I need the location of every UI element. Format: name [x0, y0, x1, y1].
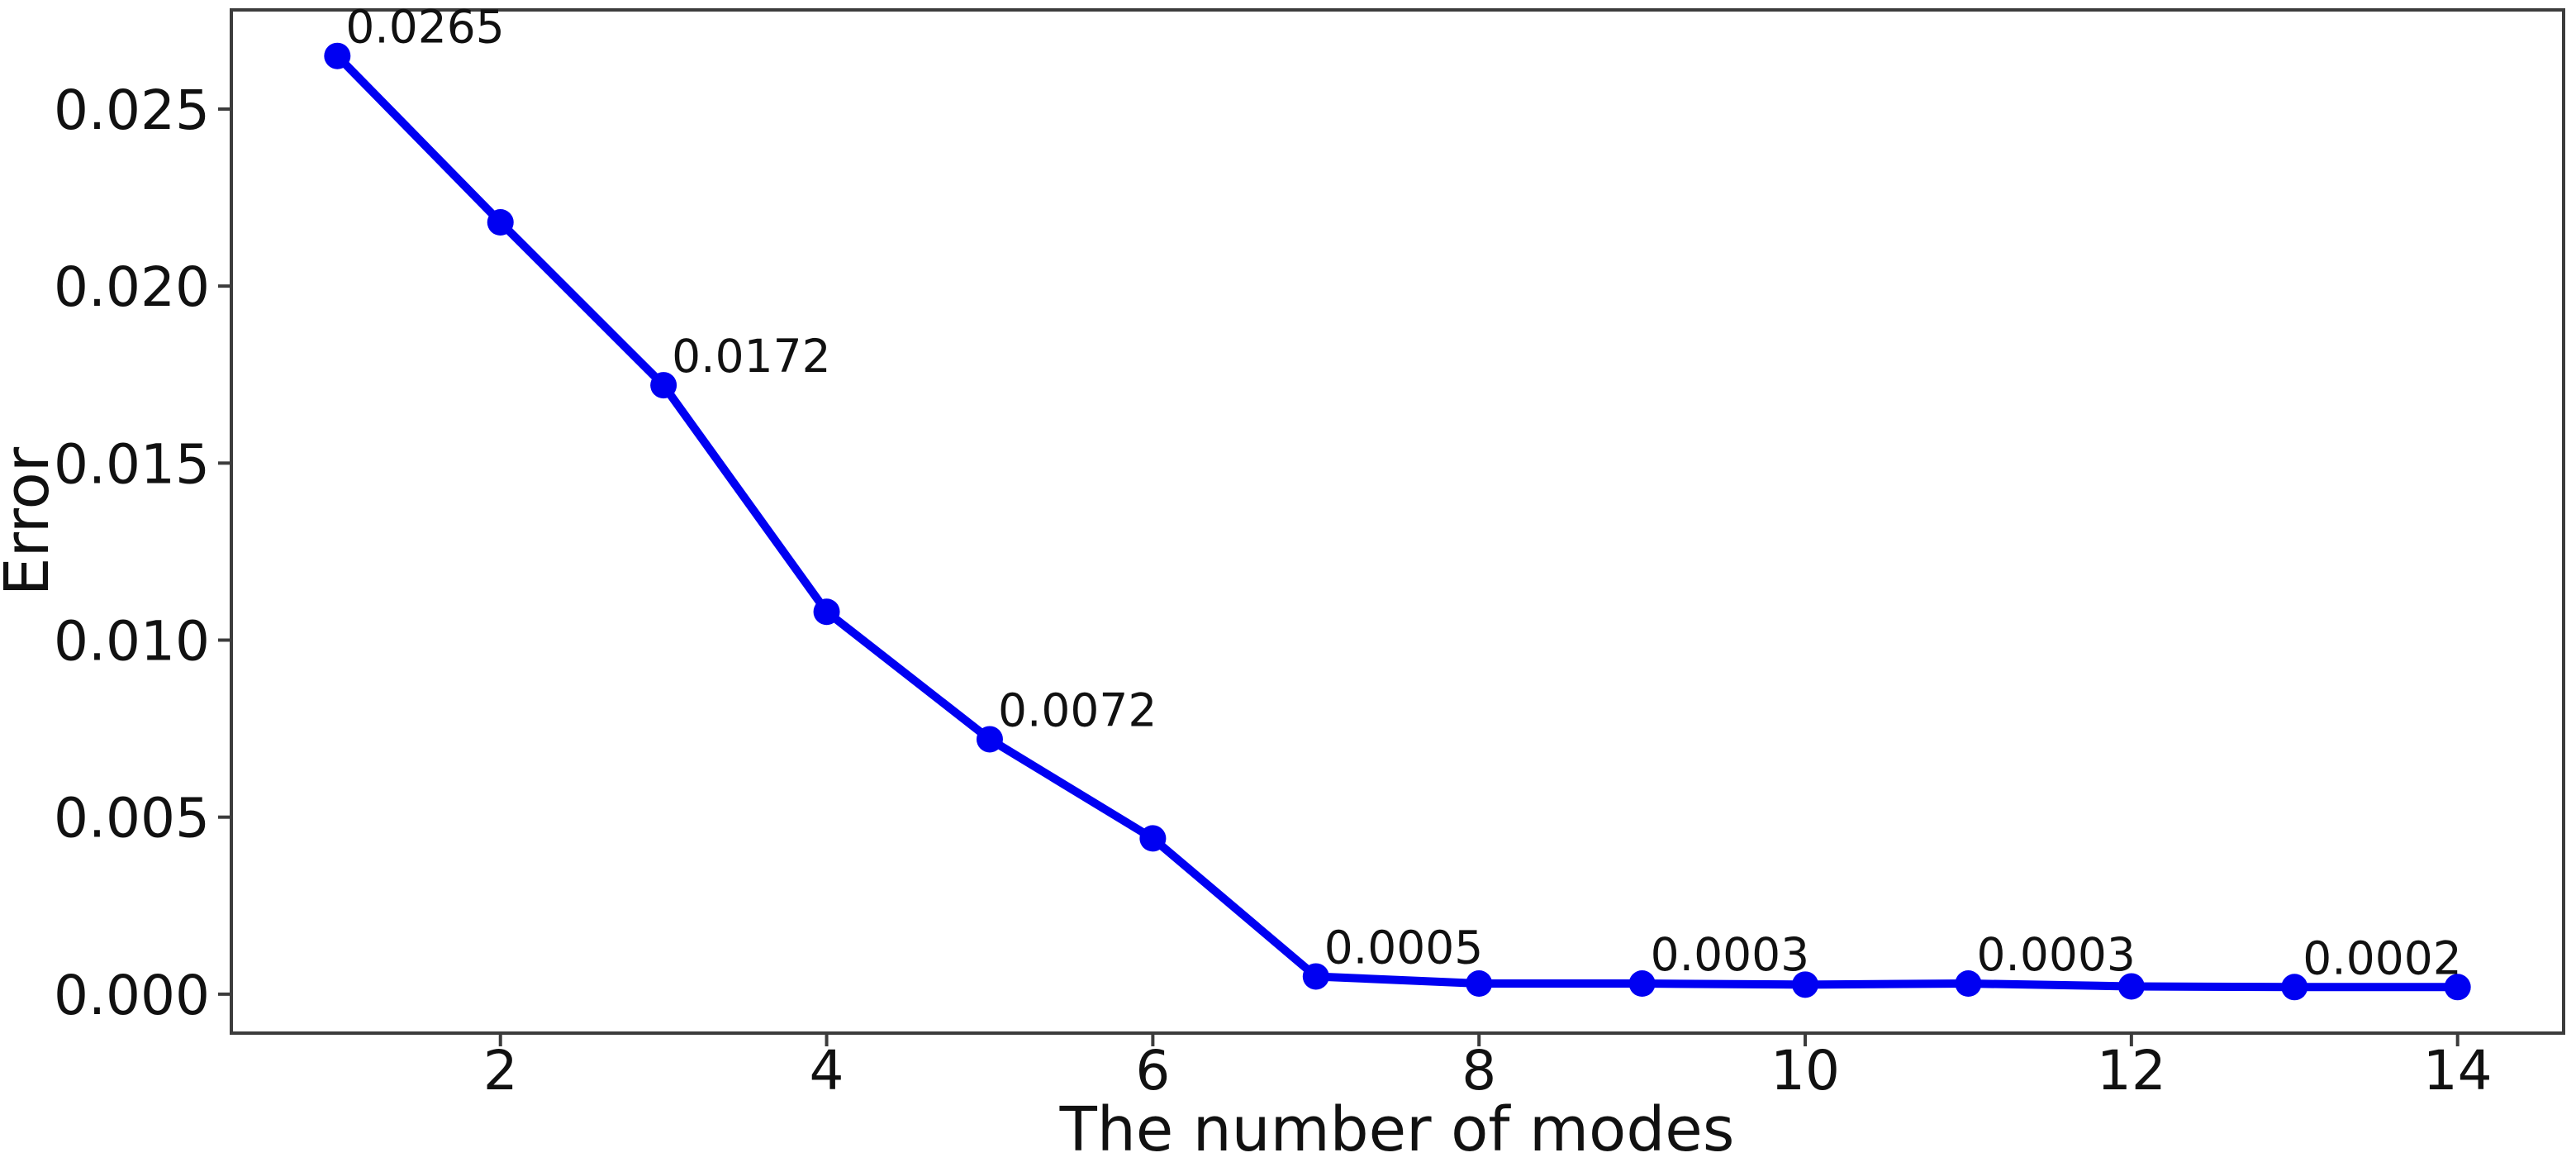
- data-point: [1792, 971, 1819, 998]
- x-tick-label: 14: [2423, 1039, 2493, 1103]
- point-label: 0.0265: [345, 1, 504, 54]
- data-point: [2117, 973, 2145, 1000]
- point-label: 0.0072: [998, 684, 1157, 736]
- data-point: [650, 372, 677, 399]
- data-point: [2444, 974, 2471, 1001]
- point-label: 0.0005: [1324, 921, 1483, 974]
- data-point: [1955, 970, 1982, 998]
- point-label: 0.0002: [2303, 931, 2461, 984]
- y-tick-label: 0.010: [54, 610, 210, 674]
- data-point: [976, 726, 1003, 753]
- y-tick-label: 0.005: [54, 787, 210, 850]
- data-point: [1466, 970, 1493, 998]
- error-line: [333, 51, 2462, 992]
- data-point: [2281, 974, 2308, 1001]
- y-tick-label: 0.015: [54, 432, 210, 496]
- data-point: [324, 42, 351, 69]
- x-tick-label: 4: [810, 1039, 844, 1103]
- x-tick-label: 6: [1135, 1039, 1170, 1103]
- plot-border: [230, 8, 2565, 1035]
- data-point: [1302, 963, 1329, 990]
- data-point: [813, 598, 840, 626]
- x-axis-label: The number of modes: [1059, 1094, 1735, 1164]
- point-label: 0.0003: [1976, 928, 2135, 981]
- data-point: [1139, 825, 1167, 852]
- point-label: 0.0003: [1651, 928, 1809, 981]
- x-tick-label: 8: [1461, 1039, 1496, 1103]
- x-tick-label: 10: [1770, 1039, 1840, 1103]
- plot-area: 2 4 6 8 10 12 14 0.000 0.005 0.010 0.015 0.020 0.025…: [54, 1, 2565, 1103]
- y-tick-label: 0.000: [54, 964, 210, 1027]
- point-label: 0.0172: [672, 330, 830, 383]
- data-point: [1628, 970, 1656, 998]
- y-tick-label: 0.020: [54, 255, 210, 319]
- x-tick-label: 2: [483, 1039, 518, 1103]
- x-tick-label: 12: [2097, 1039, 2166, 1103]
- y-tick-label: 0.025: [54, 79, 210, 142]
- data-point: [487, 209, 514, 236]
- y-axis-label: Error: [0, 446, 63, 596]
